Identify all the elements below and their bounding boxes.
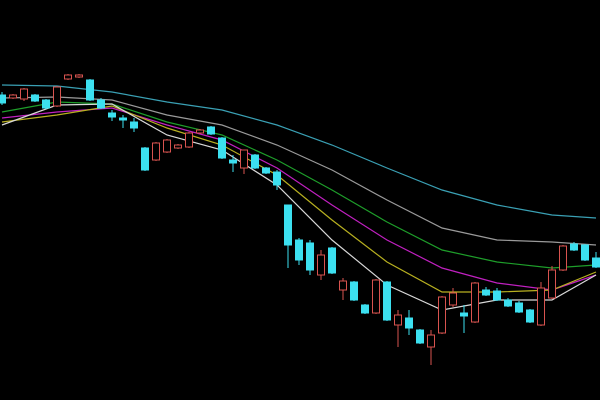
candle-body xyxy=(405,317,413,329)
candle-body xyxy=(53,86,61,107)
candle-body xyxy=(339,280,347,291)
candle-body xyxy=(174,144,182,149)
candle-body xyxy=(130,121,138,129)
ma-line xyxy=(1,84,597,219)
candle-body xyxy=(163,139,171,153)
candle-body xyxy=(394,314,402,326)
candle-body xyxy=(372,279,380,314)
candle-body xyxy=(196,129,204,134)
candle-body xyxy=(31,94,39,102)
candle-body xyxy=(207,126,215,135)
candle-body xyxy=(537,287,545,326)
candle-body xyxy=(559,245,567,271)
candle-body xyxy=(570,243,578,251)
candle-body xyxy=(482,289,490,296)
candle-body xyxy=(449,292,457,306)
candle-body xyxy=(328,247,336,274)
candle-body xyxy=(416,329,424,344)
candle-body xyxy=(9,94,17,99)
candle-body xyxy=(515,302,523,313)
candle-body xyxy=(64,74,72,80)
candle-body xyxy=(383,281,391,321)
candle-body xyxy=(262,167,270,174)
candle-body xyxy=(240,149,248,169)
candle-body xyxy=(20,88,28,100)
candle-body xyxy=(185,132,193,148)
candle-body xyxy=(0,94,6,104)
candle-body xyxy=(97,99,105,109)
candle-body xyxy=(526,309,534,323)
candle-body xyxy=(548,269,556,299)
candle-body xyxy=(284,204,292,246)
candle-body xyxy=(152,142,160,161)
candle-body xyxy=(504,299,512,307)
candle-body xyxy=(306,242,314,271)
candle-body xyxy=(493,290,501,301)
candle-body xyxy=(141,147,149,171)
candle-body xyxy=(317,254,325,276)
candle-body xyxy=(42,99,50,109)
candle-body xyxy=(218,137,226,159)
candle-body xyxy=(119,117,127,121)
candle-body xyxy=(251,154,259,169)
candle-body xyxy=(581,244,589,261)
candle-body xyxy=(108,112,116,118)
ma-line xyxy=(1,107,597,291)
candle-body xyxy=(361,304,369,314)
candle-body xyxy=(460,312,468,317)
candle-body xyxy=(86,79,94,101)
candle-body xyxy=(295,239,303,261)
candle-body xyxy=(438,296,446,334)
candle-body xyxy=(75,74,83,78)
candle-body xyxy=(273,171,281,186)
candle-body xyxy=(471,282,479,323)
ma-line xyxy=(1,96,597,246)
candle-body xyxy=(350,281,358,301)
candle-body xyxy=(592,257,600,268)
candle-body xyxy=(229,159,237,164)
candle-body xyxy=(427,334,435,348)
